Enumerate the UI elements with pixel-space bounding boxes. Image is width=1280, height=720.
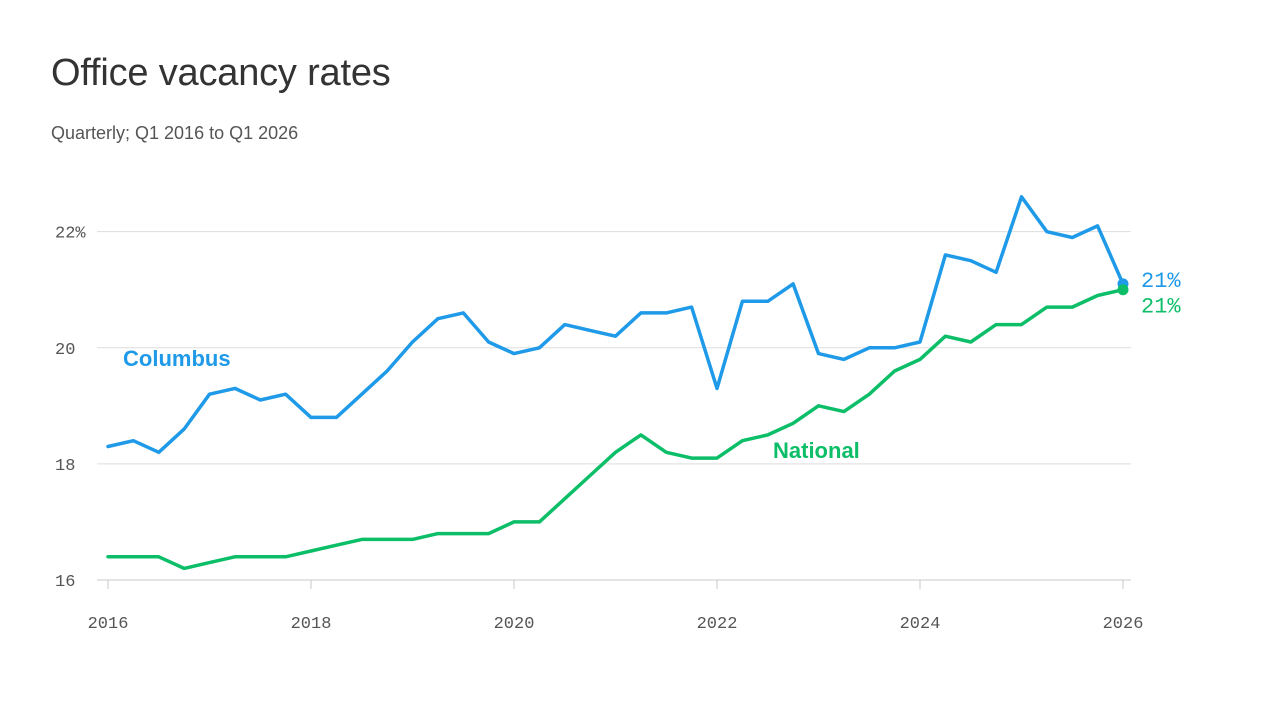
y-tick-label: 18 bbox=[55, 457, 75, 476]
end-value-label-national: 21% bbox=[1141, 295, 1181, 320]
series-lines bbox=[106, 195, 1129, 571]
x-tick-label: 2020 bbox=[494, 615, 535, 634]
chart-title: Office vacancy rates bbox=[51, 52, 391, 94]
series-line-columbus bbox=[106, 195, 1125, 455]
chart-subtitle: Quarterly; Q1 2016 to Q1 2026 bbox=[51, 123, 299, 143]
x-tick-label: 2018 bbox=[291, 615, 332, 634]
y-tick-label: 22% bbox=[55, 225, 86, 244]
series-label-national: National bbox=[773, 438, 860, 463]
x-axis: 2016 2018 2020 2022 2024 2026 bbox=[88, 580, 1144, 634]
end-point-national bbox=[1117, 284, 1129, 296]
gridlines bbox=[97, 231, 1131, 581]
y-tick-label: 20 bbox=[55, 341, 75, 360]
x-tick-label: 2022 bbox=[697, 615, 738, 634]
x-tick-label: 2024 bbox=[900, 615, 941, 634]
series-label-columbus: Columbus bbox=[123, 346, 231, 371]
end-value-label-columbus: 21% bbox=[1141, 269, 1181, 294]
x-tick-label: 2016 bbox=[88, 615, 129, 634]
y-tick-label: 16 bbox=[55, 573, 75, 592]
x-tick-label: 2026 bbox=[1103, 615, 1144, 634]
series-line-national bbox=[106, 287, 1125, 571]
y-axis: 16 18 20 22% bbox=[55, 225, 86, 592]
series-labels: 21% Columbus 21% National bbox=[123, 269, 1181, 463]
